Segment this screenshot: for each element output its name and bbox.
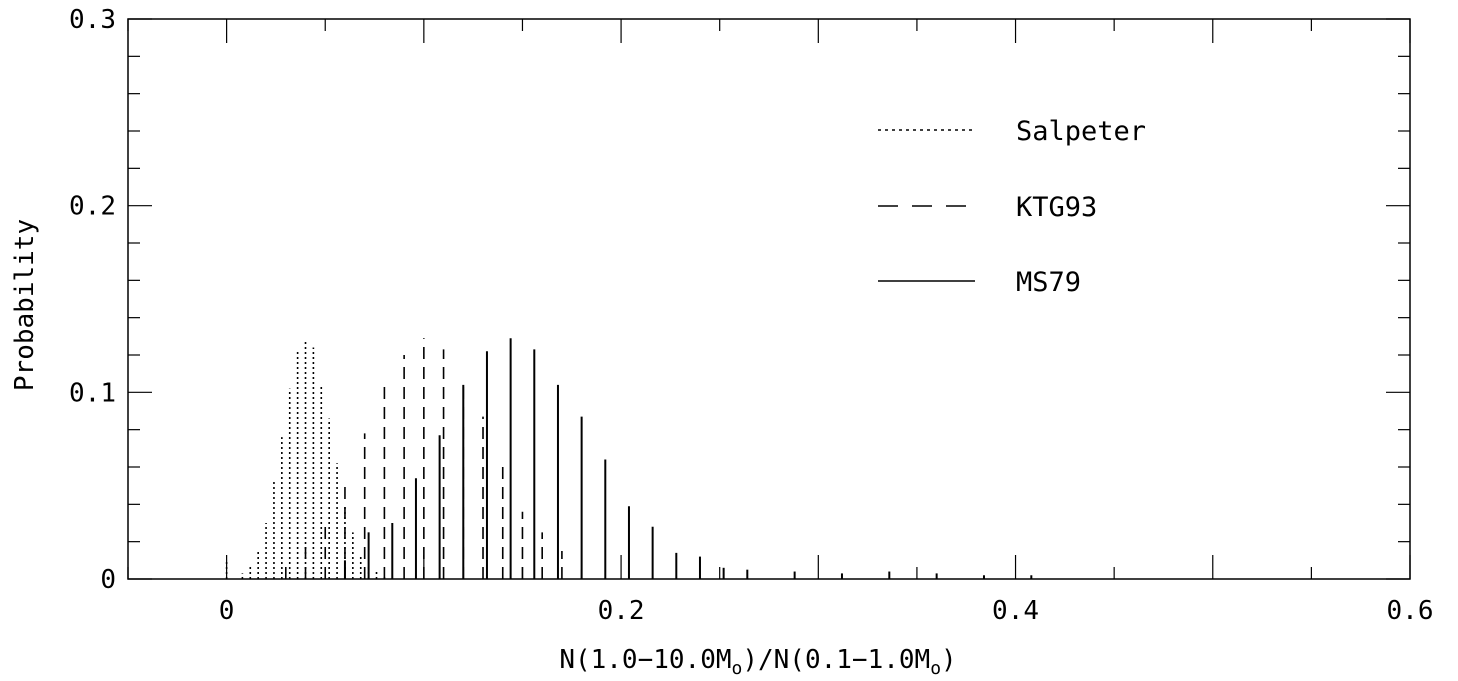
- x-axis-label: N(1.0−10.0Mo)/N(0.1−1.0Mo): [559, 645, 956, 679]
- legend-label-ms79: MS79: [1016, 267, 1081, 298]
- legend-label-ktg93: KTG93: [1016, 192, 1097, 223]
- tick-labels-layer: 0 0.2 0.4 0.6 0 0.1 0.2 0.3: [69, 5, 1433, 626]
- y-axis-label: Probability: [10, 219, 40, 391]
- plot-area: [127, 18, 1411, 580]
- plot-frame: [127, 18, 1411, 580]
- y-tick-label: 0.3: [69, 5, 116, 35]
- y-tick-label: 0.1: [69, 378, 116, 408]
- bars-layer: [225, 338, 1033, 579]
- y-tick-label: 0: [100, 565, 116, 595]
- y-tick-label: 0.2: [69, 192, 116, 222]
- legend-label-salpeter: Salpeter: [1016, 116, 1146, 147]
- legend: Salpeter KTG93 MS79: [878, 116, 1146, 298]
- x-tick-label: 0: [219, 596, 235, 626]
- series-ms79: [343, 338, 1033, 579]
- series-salpeter: [225, 341, 386, 579]
- x-tick-label: 0.2: [598, 596, 645, 626]
- ticks-layer: [127, 18, 1411, 580]
- series-ktg93: [284, 338, 583, 579]
- x-tick-label: 0.4: [992, 596, 1039, 626]
- x-tick-label: 0.6: [1387, 596, 1434, 626]
